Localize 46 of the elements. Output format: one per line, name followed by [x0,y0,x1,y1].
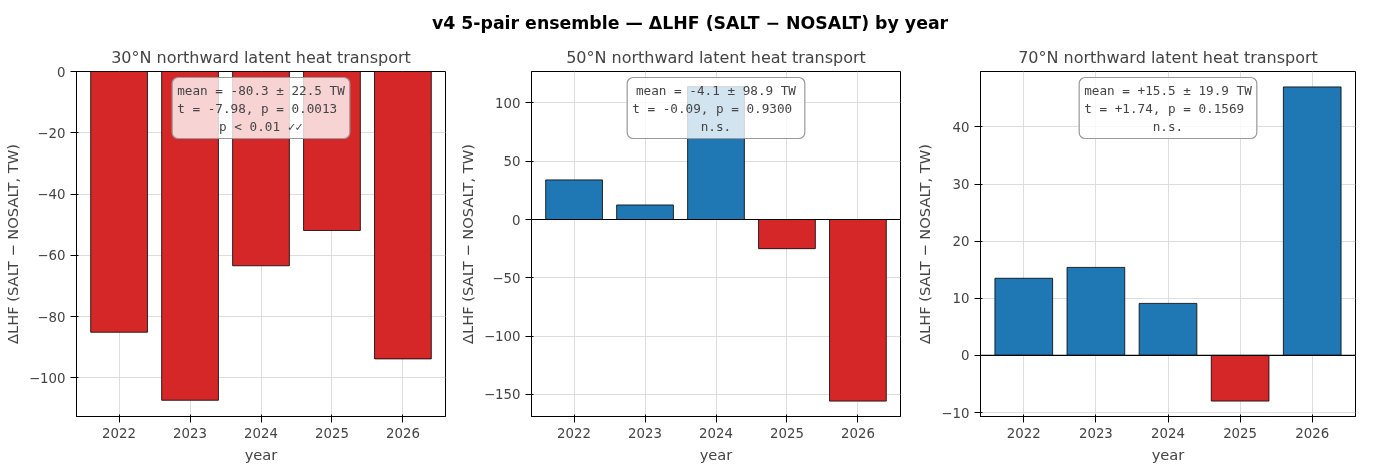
y-tick-label: 0 [512,212,521,228]
y-tick-label: −10 [941,405,970,421]
x-tick-label: 2024 [1151,425,1185,441]
annotation: mean = +15.5 ± 19.9 TW t = +1.74, p = 0.1569 n.s. [1084,82,1253,134]
y-tick-label: −50 [492,270,521,286]
annotation: mean = -4.1 ± 98.9 TW t = -0.09, p = 0.9300 n.s. [632,82,797,134]
y-tick-label: 0 [961,348,970,364]
y-tick-label: 30 [952,177,970,193]
y-tick-label: 40 [952,119,970,135]
annotation: mean = -80.3 ± 22.5 TW t = -7.98, p = 0.0013 p < 0.01 ✓✓ [177,82,346,134]
x-tick-label: 2024 [699,425,733,441]
x-tick-label: 2026 [385,425,420,441]
x-tick-label: 2025 [770,425,804,441]
y-tick-label: 10 [952,291,970,307]
y-tick-label: −20 [37,125,66,141]
x-tick-label: 2026 [840,425,875,441]
x-tick-label: 2022 [1006,425,1041,441]
x-tick-label: 2024 [244,425,278,441]
x-tick-label: 2023 [1078,425,1113,441]
x-tick-label: 2026 [1295,425,1330,441]
chart-title: 50°N northward latent heat transport [566,47,866,67]
y-tick-label: −100 [483,329,521,345]
y-tick-label: −40 [37,187,66,203]
y-axis-title: ΔLHF (SALT − NOSALT, TW) [916,144,934,344]
y-tick-label: −80 [37,309,66,325]
x-tick-label: 2023 [173,425,207,441]
x-axis-title: year [244,445,279,463]
x-tick-label: 2025 [315,425,349,441]
x-tick-label: 2023 [628,425,662,441]
y-tick-label: 20 [952,234,970,250]
chart-title: 30°N northward latent heat transport [111,47,411,67]
x-tick-label: 2025 [1223,425,1258,441]
y-tick-label: −100 [28,370,66,386]
text: v4 5-pair ensemble — ΔLHF (SALT − NOSALT) by year [431,12,949,35]
chart-title: 70°N northward latent heat transport [1018,47,1318,67]
x-axis-title: year [1151,445,1186,463]
x-tick-label: 2022 [557,425,592,441]
y-tick-label: 50 [503,154,521,170]
y-axis-title: ΔLHF (SALT − NOSALT, TW) [458,144,476,344]
x-axis-title: year [699,445,734,463]
y-tick-label: 100 [495,95,521,111]
y-tick-label: −60 [37,248,66,264]
y-tick-label: 0 [57,64,66,80]
y-tick-label: −150 [483,387,521,403]
x-tick-label: 2022 [102,425,137,441]
y-axis-title: ΔLHF (SALT − NOSALT, TW) [3,144,21,344]
